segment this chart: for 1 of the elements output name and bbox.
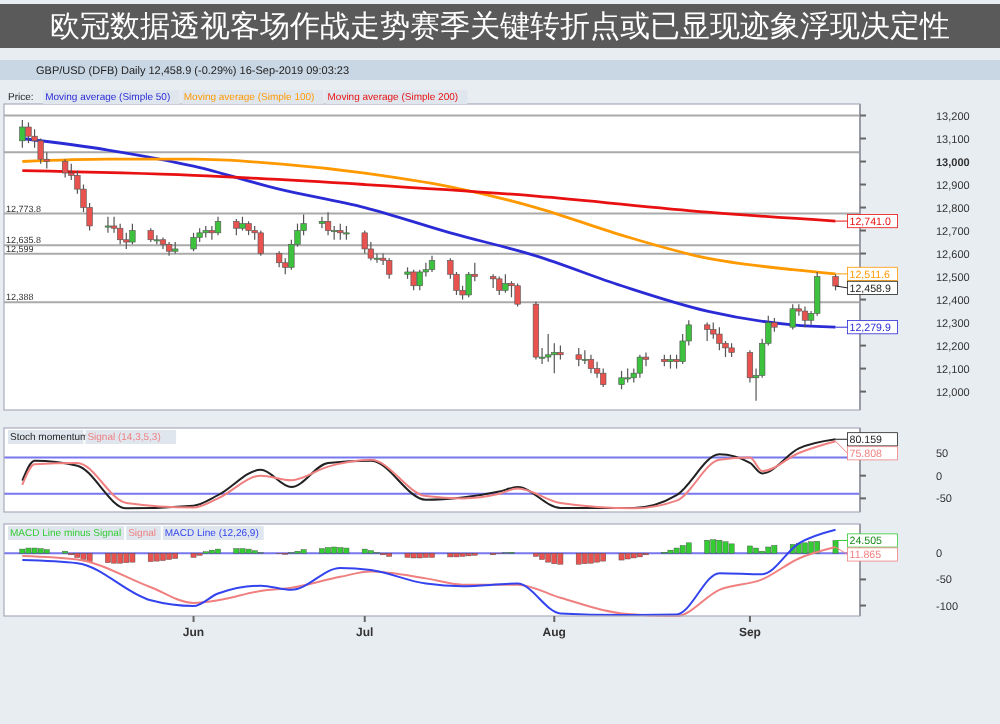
text: 欧冠数据透视客场作战走势赛季关键转折点或已显现迹象浮现决定性: [50, 10, 950, 44]
